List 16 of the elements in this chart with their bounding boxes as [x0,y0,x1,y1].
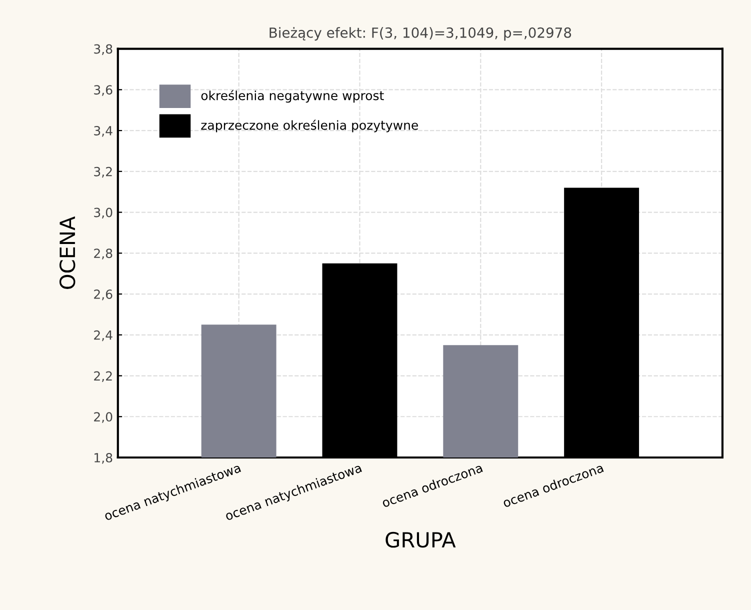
chart-title: Bieżący efekt: F(3, 104)=3,1049, p=,02978 [270,27,572,41]
y-tick-label: 3,6 [94,85,112,96]
y-axis-title: OCENA [59,216,76,289]
y-tick-label: 3,2 [94,166,112,178]
y-tick-label: 3,0 [94,208,112,218]
legend-label: określenia negatywne wprost [201,90,384,103]
y-tick-label: 3,8 [94,44,112,55]
y-tick-label: 1,8 [94,452,112,464]
y-tick-label: 2,0 [94,412,112,423]
x-axis-title: GRUPA [386,532,456,548]
y-tick-label: 2,8 [94,248,112,260]
y-tick-label: 2,6 [94,289,112,300]
y-tick-label: 2,2 [94,371,112,382]
y-tick-label: 2,4 [94,330,112,342]
y-tick-label: 3,4 [94,126,112,137]
legend-label: zaprzeczone określenia pozytywne [201,120,418,132]
